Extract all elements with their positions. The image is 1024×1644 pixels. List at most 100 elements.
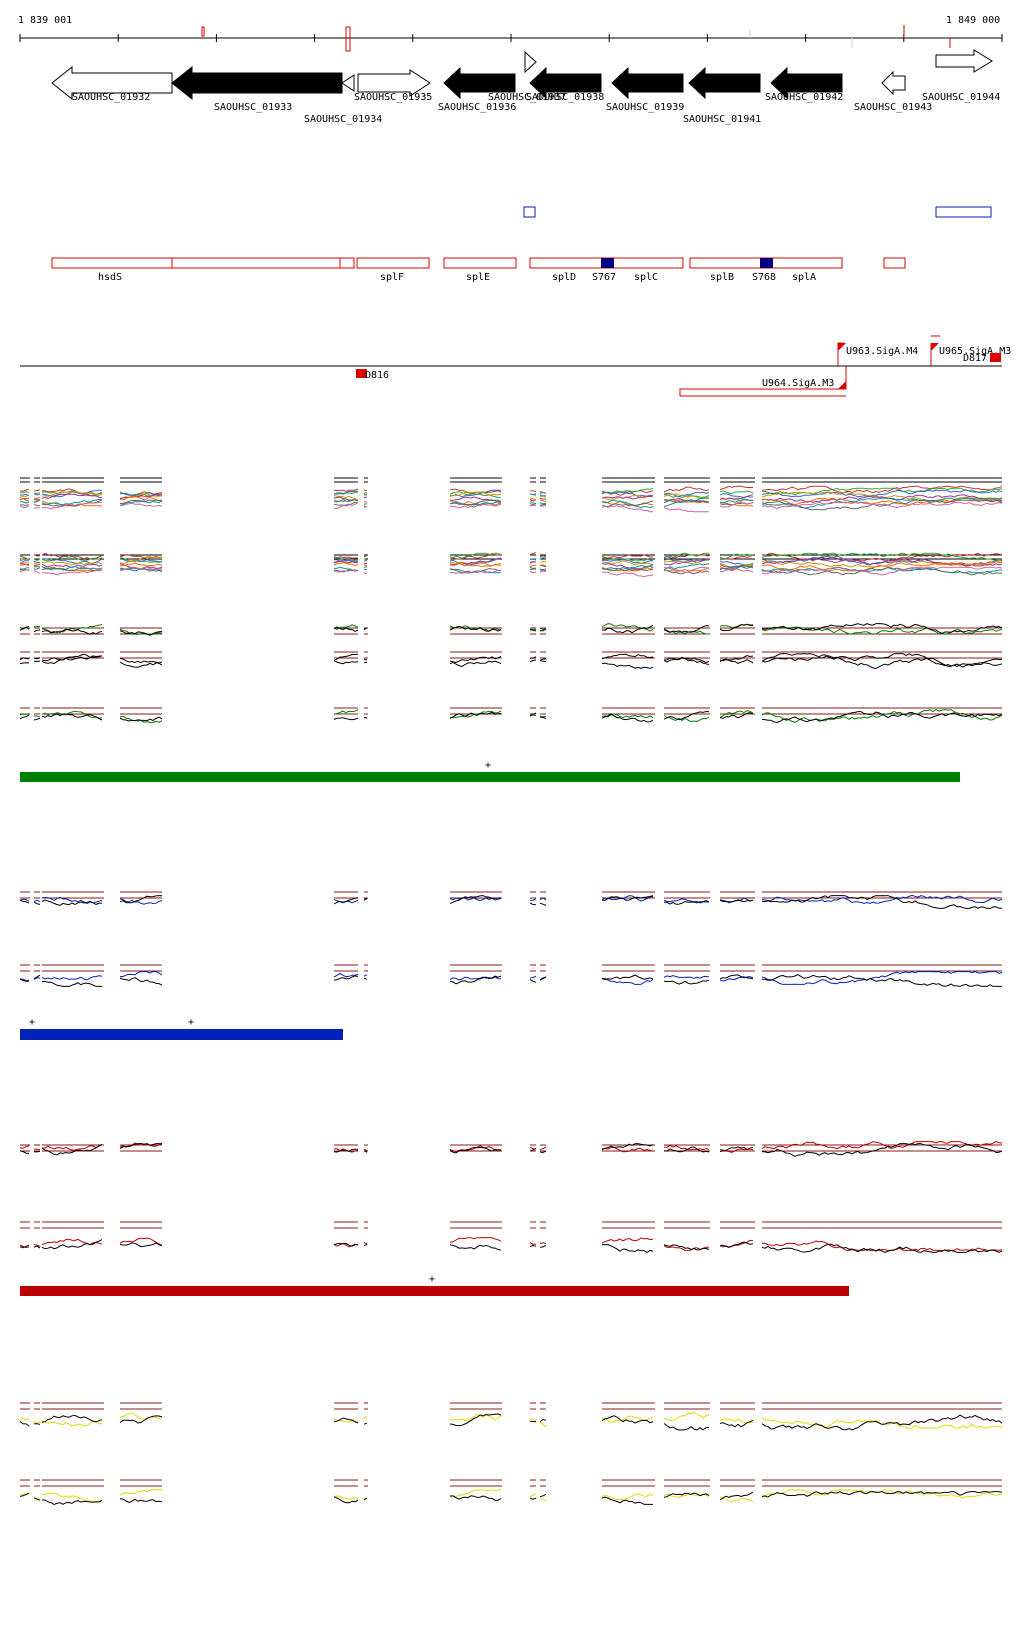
annotation-label: D817 — [963, 353, 987, 364]
expression-trace — [540, 562, 546, 563]
expression-trace — [602, 572, 653, 577]
feature-box[interactable] — [524, 207, 535, 217]
expression-trace — [602, 1245, 653, 1253]
feature-box[interactable] — [760, 258, 773, 268]
gene-arrow[interactable] — [882, 72, 905, 94]
expression-trace — [540, 1243, 546, 1244]
gene-arrow[interactable] — [525, 52, 536, 72]
gene-arrow[interactable] — [612, 68, 683, 98]
expression-trace — [120, 716, 162, 722]
expression-trace — [762, 567, 1002, 575]
expression-trace — [540, 496, 546, 497]
expression-trace — [664, 508, 709, 512]
expression-trace — [334, 718, 358, 720]
feature-box[interactable] — [357, 258, 429, 268]
expression-trace — [364, 1244, 367, 1246]
feature-box[interactable] — [936, 207, 991, 217]
gene-arrow[interactable] — [936, 50, 992, 72]
feature-box[interactable] — [52, 258, 172, 268]
gene-arrow[interactable] — [689, 68, 760, 98]
feature-box[interactable] — [172, 258, 340, 268]
plus-marker: + — [29, 1017, 35, 1028]
gene-label: SAOUHSC_01935 — [354, 92, 432, 103]
expression-trace — [540, 1494, 546, 1496]
expression-trace — [762, 895, 1002, 903]
plus-marker: + — [429, 1274, 435, 1285]
expression-trace — [34, 718, 40, 720]
gene-label: SAOUHSC_01938 — [526, 92, 604, 103]
feature-box[interactable] — [340, 258, 354, 268]
gene-arrow[interactable] — [172, 67, 342, 99]
expression-trace — [34, 497, 40, 498]
expression-trace — [34, 561, 40, 562]
expression-trace — [34, 626, 40, 627]
expression-trace — [20, 715, 29, 719]
expression-trace — [20, 489, 29, 491]
expression-trace — [530, 899, 536, 901]
expression-trace — [762, 568, 1002, 575]
expression-trace — [42, 1500, 102, 1505]
expression-trace — [364, 717, 367, 718]
expression-trace — [34, 571, 40, 574]
expression-trace — [20, 495, 29, 497]
expression-trace — [540, 498, 546, 499]
plus-marker: + — [485, 760, 491, 771]
expression-trace — [664, 1413, 709, 1421]
expression-trace — [20, 502, 29, 503]
expression-trace — [34, 490, 40, 492]
expression-trace — [34, 1424, 40, 1425]
expression-trace — [540, 571, 546, 572]
expression-trace — [20, 1422, 29, 1427]
expression-trace — [540, 505, 546, 506]
promoter-flag — [838, 343, 846, 351]
expression-trace — [20, 1146, 29, 1148]
condition-bar-green[interactable] — [20, 772, 960, 782]
feature-label: splE — [466, 272, 490, 283]
expression-trace — [540, 661, 546, 662]
expression-trace — [20, 560, 29, 561]
feature-box[interactable] — [601, 258, 614, 268]
feature-box[interactable] — [884, 258, 905, 268]
expression-trace — [762, 1241, 1002, 1250]
expression-trace — [364, 556, 367, 557]
expression-trace — [34, 900, 40, 902]
expression-trace — [34, 505, 40, 506]
expression-trace — [20, 492, 29, 493]
condition-bar-red[interactable] — [20, 1286, 849, 1296]
expression-trace — [334, 563, 358, 566]
promoter-flag — [931, 343, 939, 351]
expression-trace — [20, 505, 29, 506]
feature-box[interactable] — [444, 258, 516, 268]
condition-bar-blue[interactable] — [20, 1029, 343, 1040]
feature-label: S768 — [752, 272, 776, 283]
expression-trace — [120, 1243, 162, 1247]
expression-trace — [34, 1422, 40, 1424]
expression-trace — [530, 568, 536, 569]
terminator-marker[interactable] — [990, 353, 1001, 362]
feature-label: splF — [380, 272, 404, 283]
expression-trace — [602, 663, 653, 668]
expression-trace — [762, 1418, 1002, 1428]
regulatory-track: U963.SigA.M4 U965.SigA.M3 U964.SigA.M3 D… — [20, 336, 1011, 396]
expression-trace — [602, 1238, 653, 1243]
expression-trace — [762, 1490, 1002, 1498]
annotation-label: U964.SigA.M3 — [762, 378, 834, 389]
expression-tracks — [20, 478, 1002, 1504]
gene-arrow[interactable] — [342, 75, 354, 91]
expression-trace — [540, 659, 546, 660]
expression-trace — [530, 903, 536, 905]
expression-trace — [450, 1490, 501, 1497]
expression-trace — [20, 506, 29, 508]
expression-trace — [530, 1494, 536, 1497]
expression-trace — [34, 630, 40, 632]
expression-trace — [364, 565, 367, 566]
expression-trace — [540, 1498, 546, 1501]
expression-trace — [530, 569, 536, 570]
expression-trace — [120, 972, 162, 977]
condition-bars: + + + + — [20, 760, 960, 1296]
expression-trace — [530, 660, 536, 662]
expression-trace — [530, 1243, 536, 1244]
expression-trace — [530, 630, 536, 631]
